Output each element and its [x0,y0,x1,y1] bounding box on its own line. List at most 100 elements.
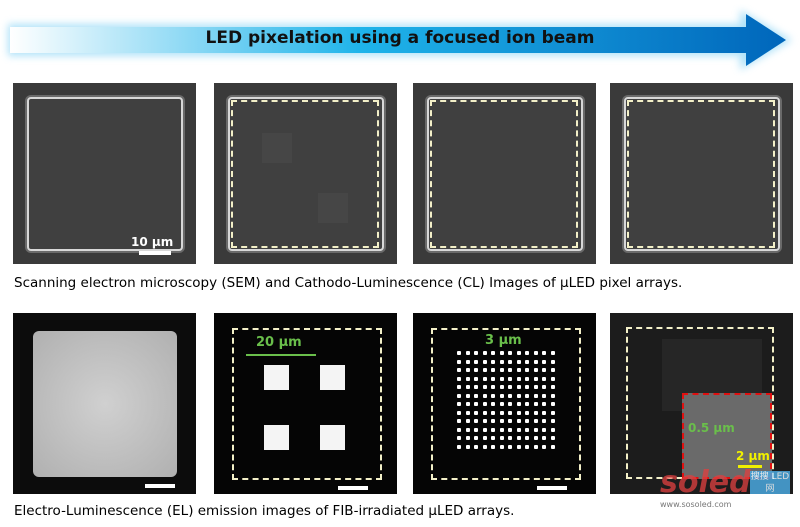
watermark-logo: soled [660,465,751,494]
emission-dot [533,351,538,355]
row2-caption: Electro-Luminescence (EL) emission image… [14,503,515,519]
emission-dot [491,444,495,449]
emission-dot [491,436,495,440]
emission-dot [516,368,521,372]
emission-dot [550,385,555,389]
emission-dot [550,393,555,398]
emission-dot [474,427,478,432]
emission-dot [499,393,504,398]
process-arrow [8,10,792,70]
el-image-4: 0.5 µm 2 µm soled 搜搜 LED网 [610,313,793,494]
emission-dot [508,359,512,364]
emission-dot [516,351,521,355]
label-20um: 20 µm [256,335,302,350]
emission-dot [525,402,529,406]
cl-image-2 [413,83,596,264]
emission-dot [474,368,478,372]
emission-dot [499,427,504,432]
emission-dot [465,385,470,389]
emission-dot [474,410,478,415]
emission-dot [474,402,478,406]
el-image-1 [13,313,196,494]
emission-dot [474,351,478,355]
emission-dot [525,436,529,440]
emission-dot [482,419,487,423]
emission-dot [457,402,461,406]
emission-dot [465,393,470,398]
emission-dot [465,376,470,381]
emission-dot [457,410,461,415]
emission-dot [542,385,546,389]
emission-dot [465,410,470,415]
emission-dot [533,436,538,440]
label-0-5um: 0.5 µm [688,421,735,435]
emission-dot [525,376,529,381]
emission-dot [465,368,470,372]
emission-dot [516,385,521,389]
emission-dot [550,359,555,364]
watermark-url: www.sosoled.com [660,500,732,509]
emission-dot [525,368,529,372]
emission-dot [533,410,538,415]
cl-image-3 [610,83,793,264]
el-image-3: 3 µm [413,313,596,494]
emission-dot [457,359,461,364]
emission-dot [508,385,512,389]
emission-dot [457,368,461,372]
emission-dot [457,427,461,432]
emission-dot [499,410,504,415]
emission-dot [499,351,504,355]
emission-dot [474,393,478,398]
emission-dot [525,410,529,415]
emission-dot [550,427,555,432]
emission-dot [542,436,546,440]
emission-dot [525,385,529,389]
emission-dot [482,410,487,415]
emission-dot [542,402,546,406]
emission-dot [533,419,538,423]
emission-dot [499,436,504,440]
emission-dot [499,444,504,449]
emission-dot [474,376,478,381]
emission-dot [491,419,495,423]
emission-dot [457,444,461,449]
emission-dot [482,376,487,381]
emission-dot [550,402,555,406]
label-3um: 3 µm [485,333,522,348]
emission-dot [491,359,495,364]
emission-dot [525,359,529,364]
emission-dot [550,368,555,372]
emission-dot [508,376,512,381]
emission-dot [550,436,555,440]
emission-dot [533,402,538,406]
sem-image-1: 10 µm [13,83,196,264]
emission-dot [457,376,461,381]
emission-dot [542,351,546,355]
emission-dot [516,376,521,381]
emission-dot [533,368,538,372]
emission-dot [542,368,546,372]
emission-dot [508,368,512,372]
emission-dot [525,444,529,449]
emission-dot [516,410,521,415]
emission-dot [482,385,487,389]
emission-dot [474,385,478,389]
scale-label: 10 µm [131,235,174,249]
emission-dot [550,444,555,449]
emission-dot [550,351,555,355]
emission-dot [508,444,512,449]
emission-dot [542,410,546,415]
emission-dot [457,351,461,355]
emission-dot [491,385,495,389]
emission-dot [542,427,546,432]
emission-dot [457,393,461,398]
emission-dot [491,402,495,406]
emission-dot [516,427,521,432]
emission-dot [542,419,546,423]
emission-dot [550,410,555,415]
emission-dot [499,402,504,406]
emission-dot [491,351,495,355]
emission-dot [508,419,512,423]
emission-dot [533,359,538,364]
emission-dot [533,385,538,389]
